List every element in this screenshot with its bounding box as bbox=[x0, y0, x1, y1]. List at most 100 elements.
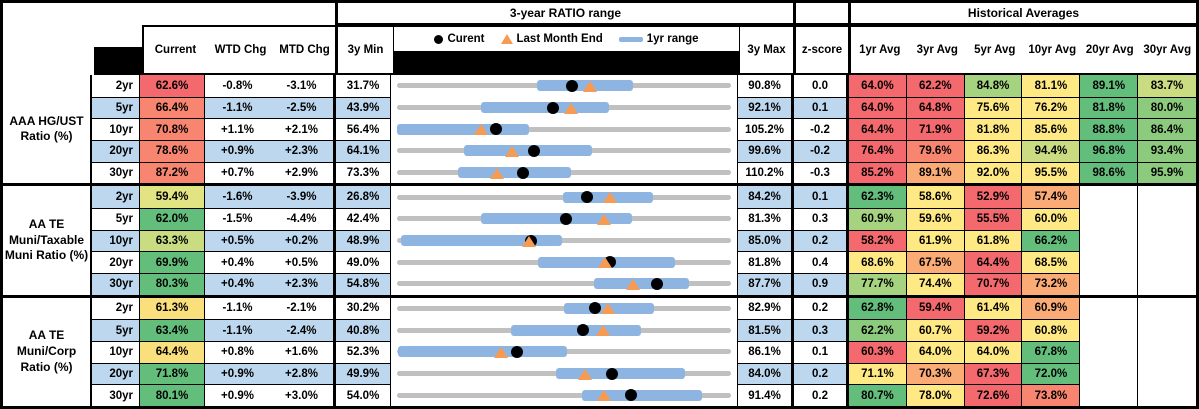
cell-avg-1yr: 77.7% bbox=[849, 273, 907, 295]
cell-3y-min: 42.4% bbox=[336, 208, 391, 230]
avg-30yr-column-header: 30yr Avg bbox=[1143, 44, 1192, 56]
cell-avg-10yr: 60.0% bbox=[1022, 208, 1081, 230]
cell-3y-min: 30.2% bbox=[336, 297, 391, 320]
cell-wtd-chg: -1.1% bbox=[222, 302, 253, 315]
cell-avg-20yr: 88.8% bbox=[1080, 118, 1139, 141]
cell-wtd-chg: +0.9% bbox=[205, 362, 270, 385]
cell-avg-30yr bbox=[1138, 208, 1196, 230]
vertical-separator bbox=[846, 140, 849, 162]
last-month-end-triangle bbox=[494, 346, 509, 358]
cell-avg-5yr: 61.8% bbox=[964, 229, 1023, 252]
current-dot bbox=[624, 389, 637, 402]
table-group: AA TE Muni/Corp Ratio (%) 2yr 61.3% -1.1% -2… bbox=[3, 297, 1196, 407]
cell-current: 70.8% bbox=[140, 118, 205, 141]
cell-mtd-chg: -2.5% bbox=[270, 96, 333, 119]
current-dot bbox=[527, 144, 540, 157]
cell-avg-3yr: 64.0% bbox=[906, 341, 965, 363]
cell-mtd-chg: +2.3% bbox=[270, 273, 333, 295]
cell-avg-30yr bbox=[1138, 251, 1196, 273]
range-chart bbox=[391, 140, 738, 162]
range-bar bbox=[511, 324, 642, 336]
last-month-end-triangle bbox=[626, 278, 641, 290]
range-track bbox=[397, 392, 731, 398]
cell-avg-5yr: 64.4% bbox=[964, 251, 1023, 274]
chart-legend: Curent Last Month End 1yr range bbox=[394, 27, 739, 51]
cell-avg-30yr bbox=[1138, 384, 1196, 406]
cell-avg-5yr: 84.8% bbox=[964, 75, 1023, 97]
cell-avg-10yr: 60.9% bbox=[1022, 297, 1081, 320]
cell-avg-30yr: 86.4% bbox=[1138, 118, 1196, 141]
vertical-separator bbox=[333, 273, 336, 295]
cell-avg-30yr bbox=[1138, 186, 1196, 208]
cell-3y-min: 56.4% bbox=[336, 118, 391, 141]
cell-mtd-chg: -2.4% bbox=[270, 319, 333, 341]
vertical-separator bbox=[333, 161, 336, 184]
cell-tenor: 10yr bbox=[92, 118, 140, 141]
cell-avg-3yr: 59.4% bbox=[906, 297, 965, 320]
last-month-end-triangle-icon bbox=[500, 34, 513, 44]
range-bar bbox=[397, 346, 568, 358]
cell-tenor: 5yr bbox=[92, 208, 140, 230]
cell-avg-3yr: 67.5% bbox=[906, 251, 965, 274]
cell-current: 64.4% bbox=[140, 341, 205, 363]
cell-avg-5yr: 72.6% bbox=[964, 384, 1023, 407]
cell-avg-3yr: 59.6% bbox=[906, 208, 965, 230]
range-chart bbox=[391, 186, 738, 208]
last-month-end-triangle bbox=[601, 303, 616, 315]
current-dot bbox=[566, 79, 579, 92]
cell-avg-30yr bbox=[1138, 341, 1196, 363]
cell-avg-10yr: 68.5% bbox=[1022, 251, 1081, 274]
vertical-separator bbox=[333, 96, 336, 119]
vertical-separator bbox=[333, 229, 336, 252]
cell-tenor: 2yr bbox=[92, 297, 140, 320]
vertical-separator bbox=[791, 362, 794, 385]
current-column-header: Current bbox=[154, 44, 197, 56]
cell-avg-5yr: 92.0% bbox=[964, 161, 1023, 184]
cell-avg-10yr: 85.6% bbox=[1022, 118, 1081, 141]
cell-avg-5yr: 70.7% bbox=[964, 273, 1023, 295]
cell-3y-max: 90.8% bbox=[748, 79, 781, 92]
vertical-separator bbox=[846, 96, 849, 119]
vertical-separator bbox=[333, 341, 336, 363]
table-header: 3-year RATIO range Historical Averages C… bbox=[3, 3, 1196, 75]
cell-3y-max: 81.8% bbox=[738, 251, 791, 273]
cell-avg-10yr: 95.5% bbox=[1022, 161, 1081, 184]
cell-3y-max: 99.6% bbox=[738, 140, 791, 162]
cell-avg-20yr bbox=[1080, 186, 1139, 208]
cell-wtd-chg: -0.8% bbox=[222, 79, 253, 92]
cell-avg-1yr: 62.8% bbox=[849, 297, 907, 320]
group-label: AA TE Muni/Corp Ratio (%) bbox=[3, 297, 92, 406]
table-row: 5yr 62.0% -1.5% -4.4% 42.4% 81.3% 0.3 60.9% 59.6… bbox=[92, 208, 1196, 230]
avg-10yr-column-header: 10yr Avg bbox=[1028, 44, 1077, 56]
wtd-chg-column-header: WTD Chg bbox=[214, 44, 267, 56]
vertical-separator bbox=[846, 208, 849, 230]
cell-3y-max: 84.0% bbox=[738, 362, 791, 385]
cell-avg-3yr: 58.6% bbox=[906, 186, 965, 208]
cell-mtd-chg: -3.1% bbox=[286, 79, 317, 92]
cell-z-score: -0.3 bbox=[794, 161, 846, 184]
cell-avg-30yr: 95.9% bbox=[1138, 161, 1196, 184]
cell-tenor: 2yr bbox=[92, 75, 140, 97]
cell-avg-3yr: 70.3% bbox=[906, 362, 965, 385]
cell-avg-3yr: 61.9% bbox=[906, 229, 965, 252]
cell-avg-10yr: 66.2% bbox=[1022, 229, 1081, 252]
vertical-separator bbox=[333, 140, 336, 162]
cell-3y-max: 92.1% bbox=[738, 96, 791, 119]
group-separator bbox=[3, 294, 1196, 298]
cell-avg-30yr bbox=[1138, 319, 1196, 341]
cell-z-score: 0.3 bbox=[794, 319, 846, 341]
current-dot bbox=[510, 345, 523, 358]
cell-avg-10yr: 73.2% bbox=[1022, 273, 1081, 295]
table-row: 30yr 80.1% +0.9% +3.0% 54.0% 91.4% 0.2 80.7% 78.… bbox=[92, 384, 1196, 407]
table-row: 20yr 71.8% +0.9% +2.8% 49.9% 84.0% 0.2 71.1% 70.… bbox=[92, 362, 1196, 385]
cell-avg-3yr: 62.2% bbox=[906, 75, 965, 97]
range-chart bbox=[391, 161, 738, 184]
cell-avg-3yr: 71.9% bbox=[906, 118, 965, 141]
last-month-end-triangle bbox=[595, 325, 610, 337]
cell-current: 71.8% bbox=[140, 362, 205, 385]
cell-avg-5yr: 61.4% bbox=[964, 297, 1023, 320]
cell-3y-max: 85.0% bbox=[738, 229, 791, 252]
vertical-separator bbox=[791, 341, 794, 363]
cell-avg-20yr: 98.6% bbox=[1080, 161, 1139, 184]
cell-wtd-chg: +1.1% bbox=[205, 118, 270, 140]
